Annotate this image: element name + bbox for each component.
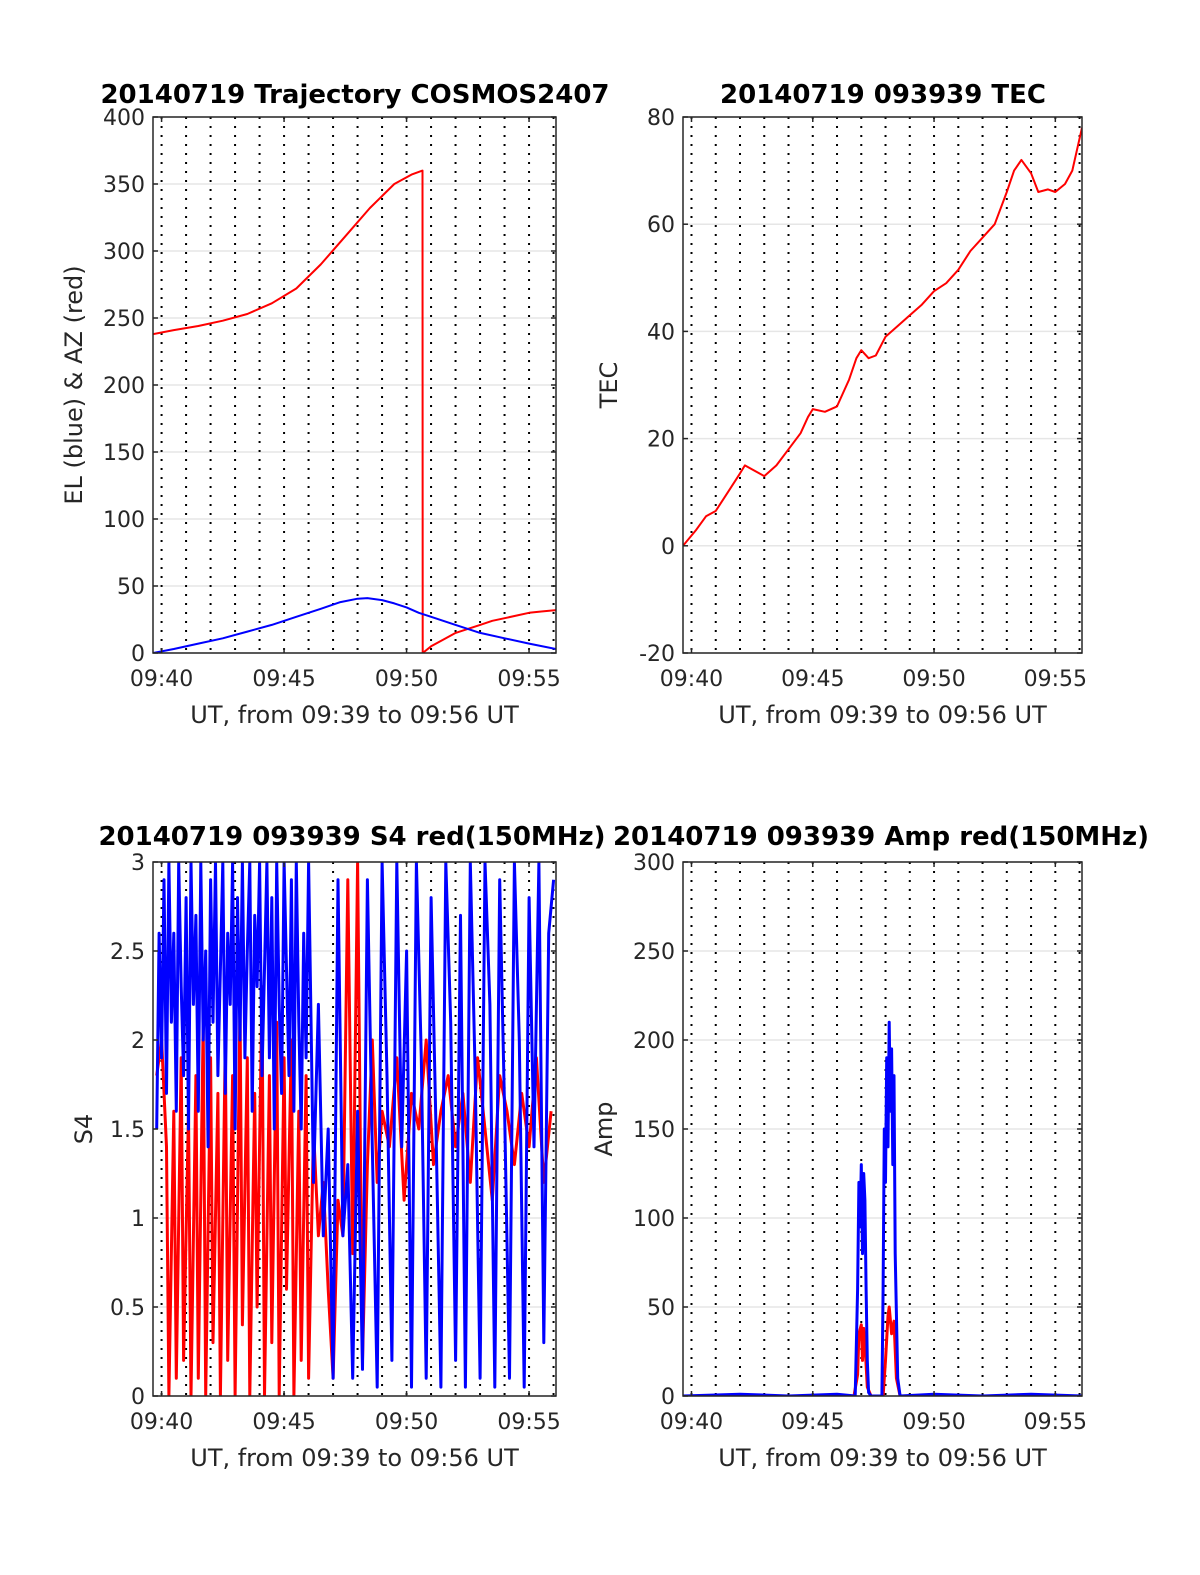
x-axis-label: UT, from 09:39 to 09:56 UT	[190, 701, 519, 729]
x-tick-label: 09:50	[902, 667, 965, 692]
chart-panel-4: 0 50 100 150 200 250 300 09:40 09:45 09:50 09:55 20…	[590, 822, 1149, 1472]
x-tick-label: 09:55	[1024, 1410, 1087, 1435]
x-axis-label: UT, from 09:39 to 09:56 UT	[718, 701, 1047, 729]
x-tick-label: 09:45	[781, 1410, 844, 1435]
x-tick-label: 09:50	[902, 1410, 965, 1435]
x-tick-label: 09:50	[375, 1410, 438, 1435]
y-tick-label: -20	[639, 642, 675, 667]
x-tick-label: 09:40	[660, 667, 723, 692]
y-axis-label: EL (blue) & AZ (red)	[60, 265, 88, 504]
x-axis-label: UT, from 09:39 to 09:56 UT	[190, 1444, 519, 1472]
y-tick-label: 60	[647, 213, 675, 238]
series-line-1	[153, 169, 556, 653]
plot-area	[683, 117, 1082, 653]
y-tick-label: 200	[103, 374, 145, 399]
chart-title: 20140719 Trajectory COSMOS2407	[100, 80, 609, 110]
y-tick-label: 150	[633, 1118, 675, 1143]
series-line-1	[155, 862, 553, 1396]
y-tick-label: 300	[103, 240, 145, 265]
y-tick-label: 150	[103, 441, 145, 466]
x-tick-label: 09:55	[497, 667, 560, 692]
y-tick-label: 200	[633, 1029, 675, 1054]
chart-title: 20140719 093939 TEC	[720, 80, 1046, 110]
series-line-2	[683, 1020, 1082, 1396]
x-tick-label: 09:45	[252, 667, 315, 692]
y-axis-label: Amp	[590, 1101, 618, 1156]
y-tick-label: 2	[131, 1029, 145, 1054]
x-tick-label: 09:45	[252, 1410, 315, 1435]
y-tick-label: 50	[647, 1296, 675, 1321]
chart-panel-1: 0 50 100 150 200 250 300 350 400 09:40 09:45 09:50 0…	[60, 80, 610, 729]
y-tick-label: 1.5	[110, 1118, 145, 1143]
series-line-1	[683, 127, 1082, 547]
y-tick-label: 40	[647, 320, 675, 345]
x-tick-label: 09:55	[497, 1410, 560, 1435]
chart-title: 20140719 093939 Amp red(150MHz)	[613, 822, 1149, 852]
y-tick-label: 250	[633, 940, 675, 965]
chart-title: 20140719 093939 S4 red(150MHz)	[98, 822, 605, 852]
y-tick-label: 350	[103, 173, 145, 198]
y-tick-label: 0	[661, 1385, 675, 1410]
x-tick-label: 09:45	[781, 667, 844, 692]
y-tick-label: 300	[633, 851, 675, 876]
x-tick-label: 09:55	[1024, 667, 1087, 692]
y-tick-label: 250	[103, 307, 145, 332]
y-tick-label: 100	[633, 1207, 675, 1232]
y-tick-label: 100	[103, 508, 145, 533]
series-line-2	[153, 597, 556, 653]
y-tick-label: 1	[131, 1207, 145, 1232]
x-tick-label: 09:50	[375, 667, 438, 692]
y-tick-label: 0	[661, 535, 675, 560]
y-tick-label: 80	[647, 106, 675, 131]
y-tick-label: 0	[131, 1385, 145, 1410]
chart-panel-2: -20 0 20 40 60 80 09:40 09:45 09:50 09:55 20140719…	[595, 80, 1087, 729]
y-tick-label: 50	[117, 575, 145, 600]
chart-panel-3: 0 0.5 1 1.5 2 2.5 3 09:40 09:45 09:50 09:55 2014071…	[70, 822, 606, 1472]
y-axis-label: TEC	[595, 362, 623, 410]
series-line-2	[155, 862, 556, 1389]
axes-box	[682, 116, 1083, 654]
x-tick-label: 09:40	[660, 1410, 723, 1435]
y-axis-label: S4	[70, 1114, 98, 1145]
y-tick-label: 20	[647, 428, 675, 453]
series-line-1	[683, 1305, 1082, 1396]
x-axis-label: UT, from 09:39 to 09:56 UT	[718, 1444, 1047, 1472]
y-tick-label: 0.5	[110, 1296, 145, 1321]
y-tick-label: 2.5	[110, 940, 145, 965]
y-tick-label: 3	[131, 851, 145, 876]
y-tick-label: 0	[131, 642, 145, 667]
y-tick-label: 400	[103, 106, 145, 131]
x-tick-label: 09:40	[130, 1410, 193, 1435]
x-tick-label: 09:40	[130, 667, 193, 692]
